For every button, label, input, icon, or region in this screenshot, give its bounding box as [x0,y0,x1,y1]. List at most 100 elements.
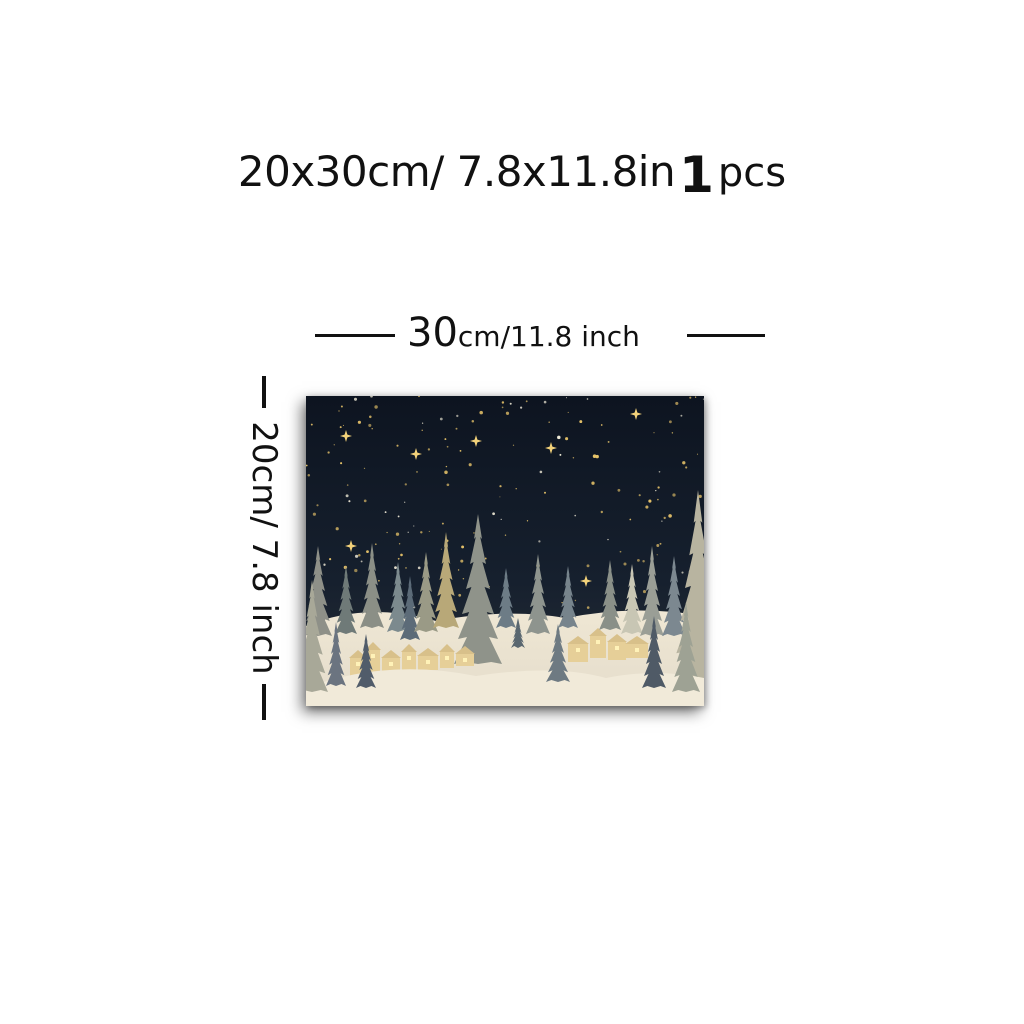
star [492,512,495,516]
sparkle-star [470,435,482,447]
star [460,559,464,563]
star [592,454,597,458]
star [653,432,655,434]
star [441,522,444,525]
star [329,558,332,561]
star [462,577,465,580]
star [354,568,358,573]
star [346,484,349,486]
star [446,445,449,448]
star [397,557,400,560]
pine-tree [558,566,578,628]
canvas-print-image [306,396,704,706]
pine-tree [414,552,438,632]
sparkle-star [630,408,642,420]
star [696,453,699,455]
height-label: 20cm/ 7.8 inch [244,421,284,675]
pine-tree [306,580,328,692]
width-label: 30cm/11.8 inch [407,310,640,356]
pine-tree [640,546,664,636]
pine-tree [400,576,420,640]
stars [306,396,704,615]
star [374,405,378,409]
star [657,486,660,489]
star [339,426,342,429]
star [520,406,523,409]
star [440,548,442,550]
star [681,571,684,574]
trees-front [306,580,700,692]
star [663,516,666,520]
star [338,410,340,412]
star [656,544,660,547]
star [445,465,448,468]
star [471,420,475,423]
pine-tree [511,618,525,648]
star [306,464,308,467]
star [312,512,316,516]
star [396,444,399,447]
star [407,531,409,533]
trees-back [306,490,704,686]
star [607,538,609,541]
star [421,422,424,424]
pine-tree [326,622,346,686]
star [559,453,562,456]
width-line-right [687,334,765,337]
star [421,429,423,431]
star [561,601,563,604]
star [357,420,361,424]
pine-tree [546,624,570,682]
pine-tree [335,566,357,634]
star [439,417,443,421]
star [404,501,406,503]
star [316,504,319,507]
house [589,628,607,658]
star [595,454,599,459]
star [444,470,448,475]
star [668,420,672,424]
star [499,496,501,498]
star [574,599,577,602]
star [461,545,465,549]
star [363,499,367,503]
star [617,488,621,492]
star [515,488,517,490]
star [384,511,387,514]
quantity-unit: pcs [717,150,787,196]
width-unit: cm/11.8 inch [457,320,640,353]
pine-tree [454,514,502,664]
star [342,424,344,426]
pine-tree [662,556,686,636]
star [504,534,507,536]
house [439,644,455,668]
pine-tree [433,532,459,628]
sparkle-star [345,540,357,552]
height-dimension: 20cm/ 7.8 inch [242,376,286,720]
house [417,648,439,670]
star [567,411,569,413]
star [689,396,692,399]
star [446,483,450,487]
star [335,527,339,531]
star [340,405,343,408]
star [456,414,459,418]
star [323,563,326,566]
star [360,560,363,563]
star [661,520,663,522]
sparkle-star [545,442,557,454]
star [694,396,697,398]
star [637,559,640,562]
pine-tree [526,554,550,634]
star [572,457,575,459]
star [427,448,431,451]
star [459,449,462,452]
star [358,554,361,557]
house [401,644,417,672]
star [623,562,627,566]
star [363,467,366,470]
star [671,432,674,434]
quantity-number: 1 [679,146,714,204]
star [509,402,512,405]
star [682,461,686,465]
